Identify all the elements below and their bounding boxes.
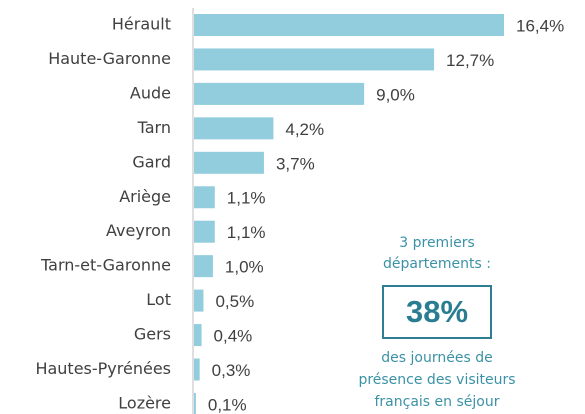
data-label: 0,4% (214, 327, 253, 346)
annotation-text: français en séjour (375, 394, 500, 410)
bar (194, 48, 435, 71)
highlight-box (382, 285, 492, 339)
category-label: Ariège (119, 187, 171, 206)
category-label: Gers (134, 325, 171, 344)
bar (194, 117, 274, 140)
category-label: Tarn-et-Garonne (40, 256, 171, 275)
data-label: 1,1% (227, 189, 266, 208)
bar (194, 324, 202, 347)
bar (194, 358, 200, 381)
data-label: 12,7% (446, 51, 494, 70)
annotation-text: 3 premiers (399, 235, 475, 251)
bar (194, 289, 204, 312)
data-label: 9,0% (376, 85, 415, 104)
data-label: 0,5% (215, 292, 254, 311)
category-label: Aude (130, 83, 171, 102)
annotation-text: départements : (383, 256, 491, 272)
data-label: 3,7% (276, 154, 315, 173)
data-label: 4,2% (285, 120, 324, 139)
category-label: Tarn (137, 118, 171, 137)
category-label: Hérault (112, 15, 171, 34)
highlight-value: 38% (406, 294, 468, 329)
category-label: Lozère (118, 393, 171, 412)
bar (194, 82, 365, 105)
data-label: 0,3% (212, 361, 251, 380)
data-label: 16,4% (516, 16, 564, 35)
category-label: Aveyron (106, 221, 171, 240)
bar (194, 14, 504, 36)
data-label: 1,1% (227, 223, 266, 242)
bar (194, 220, 215, 243)
annotation-text: présence des visiteurs (358, 372, 515, 388)
data-label: 0,1% (208, 395, 247, 414)
category-label: Haute-Garonne (48, 49, 171, 68)
bar (194, 151, 264, 174)
bar (194, 186, 215, 209)
bar (194, 255, 213, 278)
category-label: Hautes-Pyrénées (35, 359, 171, 378)
data-label: 1,0% (225, 258, 264, 277)
annotation-text: des journées de (381, 350, 492, 366)
category-label: Gard (132, 152, 171, 171)
category-label: Lot (146, 290, 171, 309)
bar (194, 392, 196, 414)
